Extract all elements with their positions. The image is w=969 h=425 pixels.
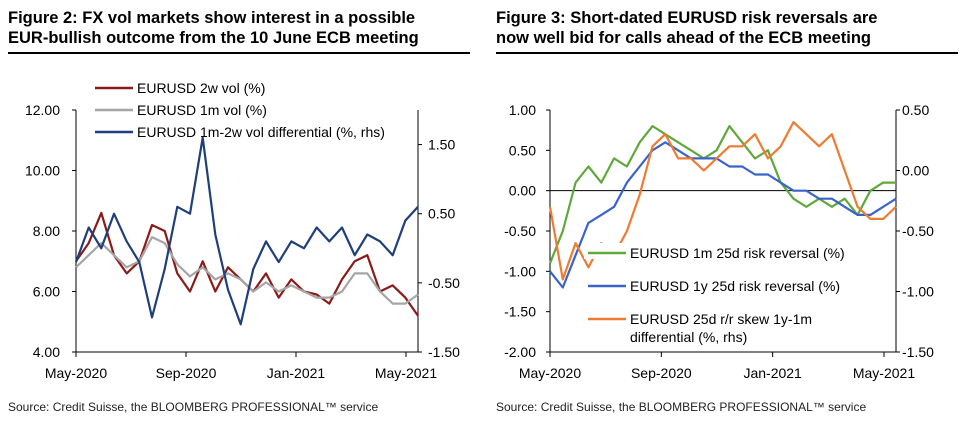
x-tick-label: Jan-2021	[743, 365, 802, 381]
legend-label: EURUSD 1y 25d risk reversal (%)	[630, 278, 840, 294]
legend-backdrop	[584, 309, 626, 325]
legend-label: EURUSD 1m-2w vol differential (%, rhs)	[137, 124, 385, 140]
legend-label: EURUSD 1m vol (%)	[137, 102, 267, 118]
series-line-3	[74, 136, 419, 326]
left-tick-label: 10.00	[25, 163, 60, 179]
figure-2-title-line-2: EUR-bullish outcome from the 10 June ECB…	[8, 29, 419, 47]
left-tick-label: 0.50	[509, 142, 536, 158]
figure-3-title-line-1: Figure 3: Short-dated EURUSD risk revers…	[496, 9, 878, 27]
figure-2-panel: Figure 2: FX vol markets show interest i…	[0, 0, 478, 425]
x-tick-label: Sep-2020	[156, 365, 217, 381]
right-tick-label: -1.00	[902, 284, 934, 300]
left-tick-label: 4.00	[33, 344, 60, 360]
figure-3-title-line-2: now well bid for calls ahead of the ECB …	[496, 29, 871, 47]
x-tick-label: May-2021	[375, 365, 437, 381]
legend-backdrop	[91, 100, 133, 116]
legend-label: EURUSD 1m 25d risk reversal (%)	[630, 245, 845, 261]
figure-3-panel: Figure 3: Short-dated EURUSD risk revers…	[488, 0, 969, 425]
figure-2-title: Figure 2: FX vol markets show interest i…	[8, 8, 470, 48]
right-tick-label: -1.50	[902, 344, 934, 360]
legend-backdrop	[91, 122, 133, 138]
figure-2-chart: 12.00 10.00 8.00 6.00 4.00 1.50 0.50 -0.50 -1.50…	[25, 78, 460, 381]
right-tick-label: -0.50	[902, 223, 934, 239]
figure-2-source: Source: Credit Suisse, the BLOOMBERG PRO…	[8, 400, 379, 414]
x-tick-label: May-2020	[519, 365, 581, 381]
figure-3-title: Figure 3: Short-dated EURUSD risk revers…	[496, 8, 958, 48]
figure-3-source: Source: Credit Suisse, the BLOOMBERG PRO…	[496, 400, 867, 414]
legend-backdrop	[91, 78, 133, 94]
left-tick-label: 1.00	[509, 102, 536, 118]
legend-label: EURUSD 2w vol (%)	[137, 80, 265, 96]
legend-backdrop	[584, 276, 626, 292]
x-tick-label: Sep-2020	[631, 365, 692, 381]
left-tick-label: 8.00	[33, 223, 60, 239]
figure-3-chart: 1.00 0.50 0.00 -0.50 -1.00 -1.50 -2.00 0.50 0.00…	[504, 102, 934, 381]
right-tick-label: 0.00	[902, 163, 929, 179]
x-tick-label: May-2020	[45, 365, 107, 381]
figure-2-title-rule	[8, 52, 470, 54]
series-line-2	[549, 141, 897, 289]
right-tick-label: -1.50	[428, 344, 460, 360]
right-tick-label: 1.50	[428, 137, 455, 153]
left-tick-label: 12.00	[25, 102, 60, 118]
right-tick-label: 0.50	[902, 102, 929, 118]
left-tick-label: -1.50	[504, 304, 536, 320]
right-tick-label: -0.50	[428, 275, 460, 291]
legend-backdrop	[584, 243, 626, 259]
right-tick-label: 0.50	[428, 206, 455, 222]
series-line-2	[75, 236, 419, 305]
x-tick-label: May-2021	[853, 365, 915, 381]
left-tick-label: 0.00	[509, 183, 536, 199]
legend-label: differential (%, rhs)	[630, 329, 747, 345]
legend-label: EURUSD 25d r/r skew 1y-1m	[630, 311, 812, 327]
figure-3-title-rule	[496, 52, 958, 54]
figure-2-title-line-1: Figure 2: FX vol markets show interest i…	[8, 9, 416, 27]
left-tick-label: -1.00	[504, 263, 536, 279]
left-tick-label: 6.00	[33, 284, 60, 300]
x-tick-label: Jan-2021	[267, 365, 326, 381]
left-tick-label: -0.50	[504, 223, 536, 239]
left-tick-label: -2.00	[504, 344, 536, 360]
